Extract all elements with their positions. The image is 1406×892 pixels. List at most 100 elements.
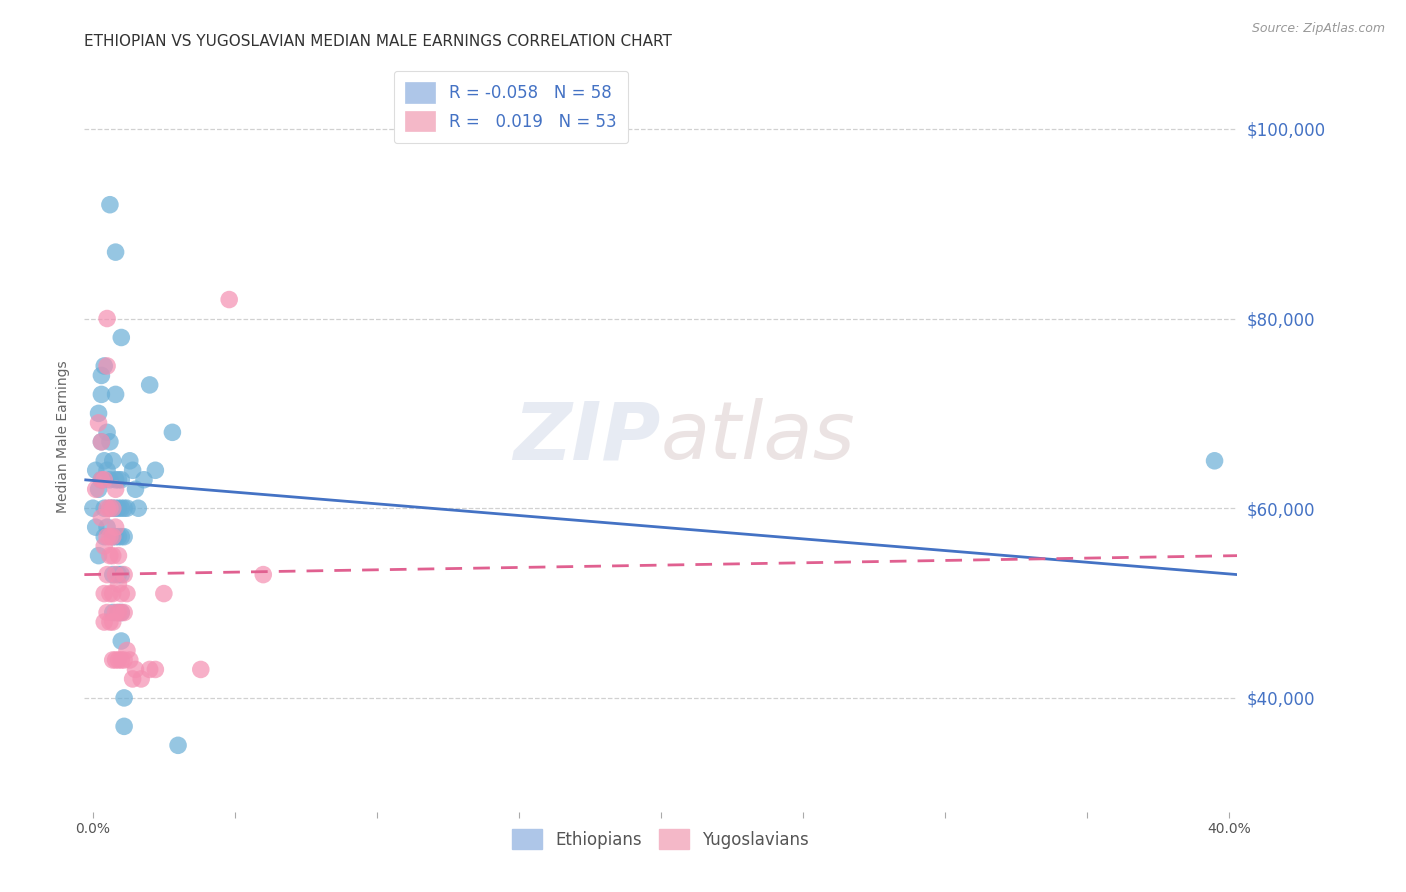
Point	[87, 549, 110, 563]
Point	[124, 482, 146, 496]
Point	[107, 606, 129, 620]
Point	[110, 567, 132, 582]
Point	[167, 739, 190, 753]
Point	[110, 606, 132, 620]
Point	[138, 378, 160, 392]
Point	[104, 245, 127, 260]
Point	[121, 463, 143, 477]
Point	[107, 530, 129, 544]
Point	[98, 473, 121, 487]
Point	[132, 473, 155, 487]
Point	[101, 567, 124, 582]
Point	[101, 454, 124, 468]
Point	[107, 653, 129, 667]
Point	[143, 663, 166, 677]
Point	[107, 577, 129, 591]
Point	[153, 586, 176, 600]
Point	[101, 615, 124, 629]
Point	[104, 387, 127, 401]
Point	[90, 473, 112, 487]
Point	[112, 606, 135, 620]
Point	[93, 473, 115, 487]
Point	[110, 606, 132, 620]
Point	[110, 530, 132, 544]
Point	[90, 368, 112, 383]
Text: ETHIOPIAN VS YUGOSLAVIAN MEDIAN MALE EARNINGS CORRELATION CHART: ETHIOPIAN VS YUGOSLAVIAN MEDIAN MALE EAR…	[84, 34, 672, 49]
Point	[90, 510, 112, 524]
Text: ZIP: ZIP	[513, 398, 661, 476]
Point	[110, 634, 132, 648]
Point	[124, 663, 146, 677]
Point	[96, 501, 118, 516]
Point	[110, 501, 132, 516]
Point	[115, 501, 138, 516]
Point	[101, 530, 124, 544]
Point	[101, 606, 124, 620]
Point	[104, 482, 127, 496]
Point	[104, 567, 127, 582]
Point	[96, 359, 118, 373]
Point	[96, 606, 118, 620]
Point	[96, 530, 118, 544]
Point	[96, 567, 118, 582]
Point	[118, 454, 141, 468]
Point	[87, 482, 110, 496]
Point	[107, 567, 129, 582]
Point	[87, 406, 110, 420]
Point	[93, 501, 115, 516]
Point	[96, 463, 118, 477]
Point	[252, 567, 274, 582]
Point	[104, 501, 127, 516]
Point	[98, 501, 121, 516]
Point	[98, 501, 121, 516]
Point	[112, 530, 135, 544]
Point	[101, 530, 124, 544]
Point	[90, 387, 112, 401]
Point	[93, 615, 115, 629]
Point	[93, 359, 115, 373]
Point	[84, 482, 107, 496]
Legend: Ethiopians, Yugoslavians: Ethiopians, Yugoslavians	[506, 822, 815, 855]
Point	[190, 663, 212, 677]
Point	[84, 463, 107, 477]
Point	[98, 549, 121, 563]
Point	[129, 672, 152, 686]
Point	[112, 653, 135, 667]
Point	[96, 520, 118, 534]
Point	[107, 473, 129, 487]
Point	[143, 463, 166, 477]
Text: atlas: atlas	[661, 398, 856, 476]
Point	[107, 501, 129, 516]
Point	[101, 501, 124, 516]
Point	[101, 549, 124, 563]
Point	[104, 473, 127, 487]
Point	[115, 586, 138, 600]
Point	[110, 586, 132, 600]
Point	[110, 330, 132, 344]
Point	[90, 434, 112, 449]
Point	[98, 434, 121, 449]
Point	[93, 530, 115, 544]
Point	[104, 530, 127, 544]
Point	[127, 501, 149, 516]
Point	[98, 615, 121, 629]
Point	[112, 690, 135, 705]
Point	[90, 434, 112, 449]
Point	[82, 501, 104, 516]
Point	[118, 653, 141, 667]
Point	[98, 586, 121, 600]
Y-axis label: Median Male Earnings: Median Male Earnings	[56, 360, 70, 514]
Point	[93, 539, 115, 553]
Point	[107, 549, 129, 563]
Point	[110, 473, 132, 487]
Point	[104, 606, 127, 620]
Point	[121, 672, 143, 686]
Point	[104, 653, 127, 667]
Point	[218, 293, 240, 307]
Point	[104, 520, 127, 534]
Point	[93, 586, 115, 600]
Point	[96, 425, 118, 440]
Point	[96, 311, 118, 326]
Point	[101, 501, 124, 516]
Point	[112, 567, 135, 582]
